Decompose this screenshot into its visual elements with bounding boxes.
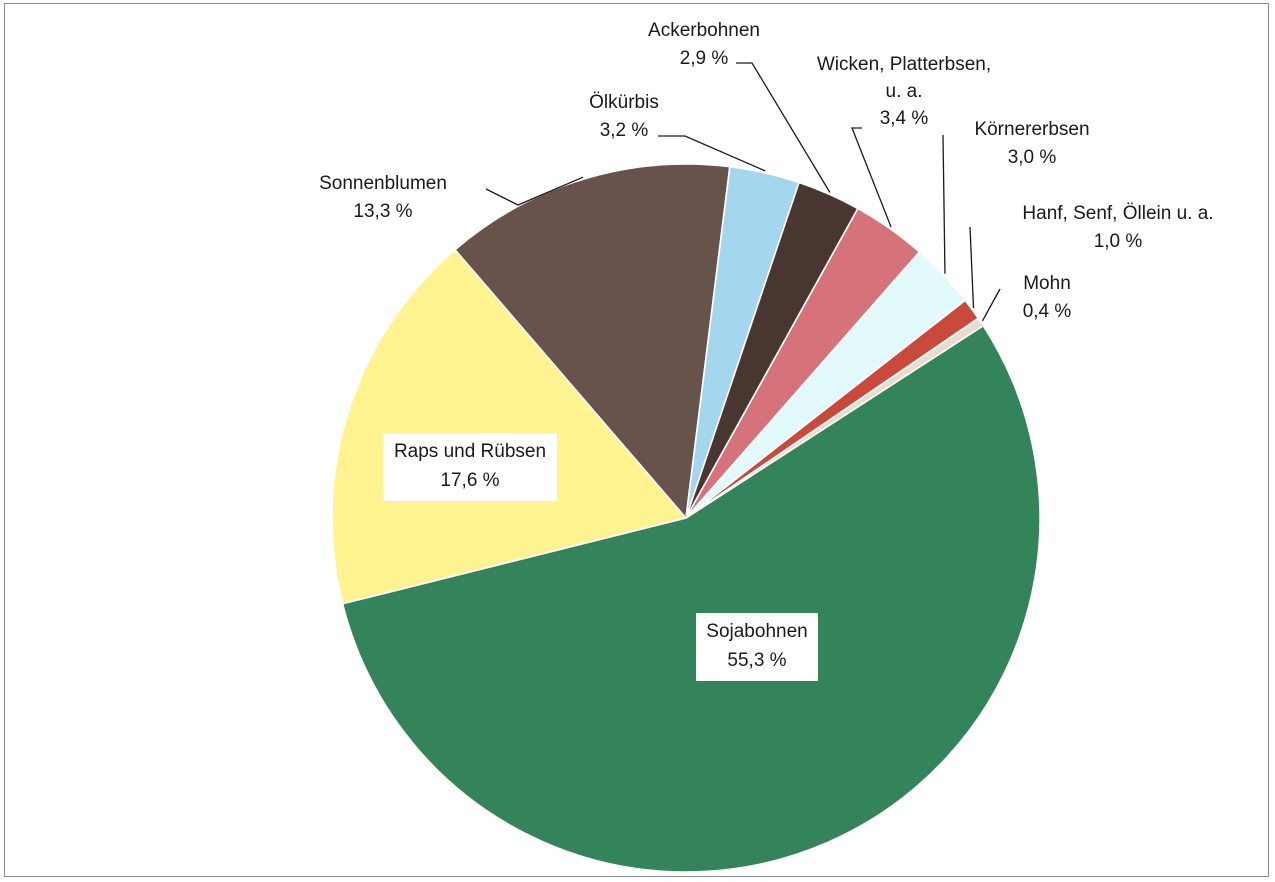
slice-value-mohn: 0,4 % bbox=[1023, 301, 1072, 322]
slice-name-hanf-senf-oellein-u-a-0: Hanf, Senf, Öllein u. a. bbox=[1022, 203, 1213, 224]
slice-labels: Sojabohnen 55,3 % Raps und Rübsen 17,6 % Son… bbox=[319, 20, 1214, 681]
slice-value-ackerbohnen: 2,9 % bbox=[680, 48, 729, 69]
label-box-sojabohnen bbox=[696, 613, 818, 681]
slice-name-wicken-platterbsen-u-a-1: u. a. bbox=[886, 81, 923, 102]
slice-name-koernererbsen-0: Körnererbsen bbox=[974, 119, 1089, 140]
pie-slices bbox=[331, 163, 1041, 873]
leader-line-ackerbohnen bbox=[736, 62, 831, 193]
slice-name-sojabohnen-0: Sojabohnen bbox=[706, 621, 807, 642]
pie-slice-raps-und-ruebsen bbox=[331, 248, 687, 605]
slice-value-raps-und-ruebsen: 17,6 % bbox=[440, 470, 499, 491]
slice-value-hanf-senf-oellein-u-a: 1,0 % bbox=[1094, 231, 1143, 252]
slice-label-koernererbsen: Körnererbsen 3,0 % bbox=[974, 119, 1089, 168]
slice-label-sojabohnen: Sojabohnen 55,3 % bbox=[696, 613, 818, 681]
leader-line-oelkuerbis bbox=[658, 135, 766, 172]
slice-label-sonnenblumen: Sonnenblumen 13,3 % bbox=[319, 173, 447, 222]
slice-name-mohn-0: Mohn bbox=[1023, 273, 1071, 294]
leader-lines bbox=[485, 62, 1001, 322]
slice-label-raps-und-ruebsen: Raps und Rübsen 17,6 % bbox=[383, 433, 557, 501]
slice-value-koernererbsen: 3,0 % bbox=[1008, 147, 1057, 168]
slice-name-raps-und-ruebsen-0: Raps und Rübsen bbox=[394, 441, 546, 462]
pie-slice-sonnenblumen bbox=[454, 163, 731, 519]
slice-label-ackerbohnen: Ackerbohnen 2,9 % bbox=[648, 20, 760, 69]
label-box-raps-und-ruebsen bbox=[383, 433, 557, 501]
slice-name-oelkuerbis-0: Ölkürbis bbox=[589, 92, 659, 113]
slice-name-wicken-platterbsen-u-a-0: Wicken, Platterbsen, bbox=[817, 54, 991, 75]
slice-value-oelkuerbis: 3,2 % bbox=[600, 120, 649, 141]
leader-line-koernererbsen bbox=[942, 134, 946, 274]
leader-line-sonnenblumen bbox=[485, 176, 584, 206]
slice-label-wicken-platterbsen-u-a: Wicken, Platterbsen, u. a. 3,4 % bbox=[817, 54, 991, 129]
slice-label-hanf-senf-oellein-u-a: Hanf, Senf, Öllein u. a. 1,0 % bbox=[1022, 203, 1213, 252]
slice-label-oelkuerbis: Ölkürbis 3,2 % bbox=[589, 92, 659, 141]
slice-name-ackerbohnen-0: Ackerbohnen bbox=[648, 20, 760, 41]
slice-name-sonnenblumen-0: Sonnenblumen bbox=[319, 173, 447, 194]
pie-slice-mohn bbox=[685, 317, 985, 519]
slice-label-mohn: Mohn 0,4 % bbox=[1023, 273, 1072, 322]
leader-line-wicken-platterbsen-u-a bbox=[851, 127, 892, 228]
slice-value-wicken-platterbsen-u-a: 3,4 % bbox=[880, 108, 929, 129]
slice-value-sojabohnen: 55,3 % bbox=[727, 650, 786, 671]
pie-slice-sojabohnen bbox=[341, 324, 1041, 873]
leader-line-mohn bbox=[981, 288, 1001, 322]
leader-line-hanf-senf-oellein-u-a bbox=[969, 226, 975, 309]
slice-value-sonnenblumen: 13,3 % bbox=[353, 201, 412, 222]
